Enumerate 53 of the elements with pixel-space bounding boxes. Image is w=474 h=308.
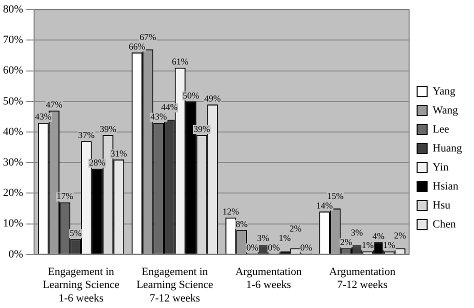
data-label: 43% bbox=[150, 112, 168, 122]
data-label: 28% bbox=[88, 158, 106, 168]
data-label: 0% bbox=[268, 242, 280, 252]
y-tick-label: 0% bbox=[8, 248, 24, 260]
data-label: 31% bbox=[110, 148, 128, 158]
y-tick-label: 70% bbox=[2, 34, 24, 46]
data-label: 67% bbox=[140, 32, 157, 42]
data-label: 2% bbox=[394, 230, 407, 241]
data-label: 12% bbox=[222, 206, 240, 217]
data-label: 49% bbox=[204, 93, 222, 104]
legend-label: Yin bbox=[432, 161, 450, 174]
y-tick-label: 80% bbox=[2, 3, 24, 16]
data-label: 17% bbox=[56, 191, 74, 202]
x-tick-label: Argumentation 7-12 weeks bbox=[329, 266, 396, 292]
y-tick-label: 30% bbox=[2, 156, 24, 168]
y-tick-label: 20% bbox=[2, 187, 24, 200]
data-label: 61% bbox=[172, 56, 189, 67]
x-tick-label: Engagement in Learning Science 1-6 weeks bbox=[42, 266, 120, 304]
legend-label: Lee bbox=[432, 123, 450, 136]
data-label: 1% bbox=[278, 232, 292, 243]
data-label: 15% bbox=[327, 190, 344, 201]
data-label: 66% bbox=[128, 41, 146, 52]
legend-label: Huang bbox=[432, 142, 462, 154]
data-label: 0% bbox=[246, 242, 259, 252]
data-label: 44% bbox=[161, 102, 178, 112]
y-tick-label: 10% bbox=[2, 218, 24, 230]
legend-label: Wang bbox=[432, 104, 459, 116]
x-tick-label: Engagement in Learning Science 7-12 weeks bbox=[136, 266, 214, 304]
data-label: 47% bbox=[46, 99, 63, 110]
data-label: 1% bbox=[383, 240, 396, 250]
data-label: 37% bbox=[78, 130, 96, 140]
data-label: 5% bbox=[70, 228, 82, 238]
legend-label: Hsian bbox=[432, 180, 459, 192]
legend-label: Yang bbox=[432, 85, 456, 98]
data-label: 50% bbox=[182, 90, 200, 100]
data-label: 39% bbox=[100, 124, 117, 134]
data-label: 1% bbox=[362, 240, 374, 250]
data-label: 2% bbox=[290, 223, 302, 234]
x-tick-label: Argumentation 1-6 weeks bbox=[235, 266, 302, 292]
legend-label: Chen bbox=[432, 218, 456, 230]
data-label: 3% bbox=[350, 228, 364, 238]
data-label: 3% bbox=[257, 232, 270, 243]
data-label: 43% bbox=[35, 112, 52, 122]
data-label: 8% bbox=[236, 218, 248, 229]
data-label: 39% bbox=[193, 124, 210, 134]
data-label: 0% bbox=[300, 242, 313, 252]
data-label: 2% bbox=[340, 237, 353, 248]
legend-label: Hsu bbox=[432, 199, 451, 212]
data-label: 14% bbox=[316, 200, 334, 210]
y-tick-label: 40% bbox=[2, 126, 24, 138]
data-label: 4% bbox=[372, 231, 385, 242]
y-tick-label: 60% bbox=[2, 64, 24, 77]
y-tick-label: 50% bbox=[2, 95, 24, 108]
